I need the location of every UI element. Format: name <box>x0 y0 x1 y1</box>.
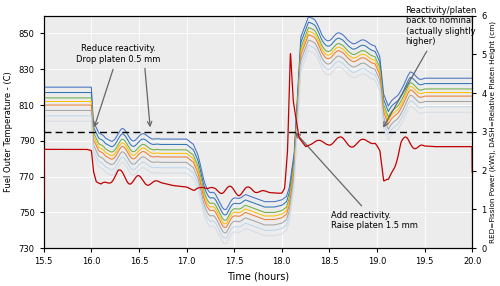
X-axis label: Time (hours): Time (hours) <box>227 272 289 282</box>
Y-axis label: RED=Fission Power (kWt), DASH=Relative Platen Height (cm): RED=Fission Power (kWt), DASH=Relative P… <box>490 21 496 243</box>
Text: Add reactivity.
Raise platen 1.5 mm: Add reactivity. Raise platen 1.5 mm <box>296 133 418 230</box>
Y-axis label: Fuel Outer Temperature - (C): Fuel Outer Temperature - (C) <box>4 72 13 192</box>
Text: Reduce reactivity.
Drop platen 0.5 mm: Reduce reactivity. Drop platen 0.5 mm <box>76 45 160 126</box>
Text: Reactivity/platen
back to nominal
(actually slightly
higher): Reactivity/platen back to nominal (actua… <box>384 6 477 126</box>
